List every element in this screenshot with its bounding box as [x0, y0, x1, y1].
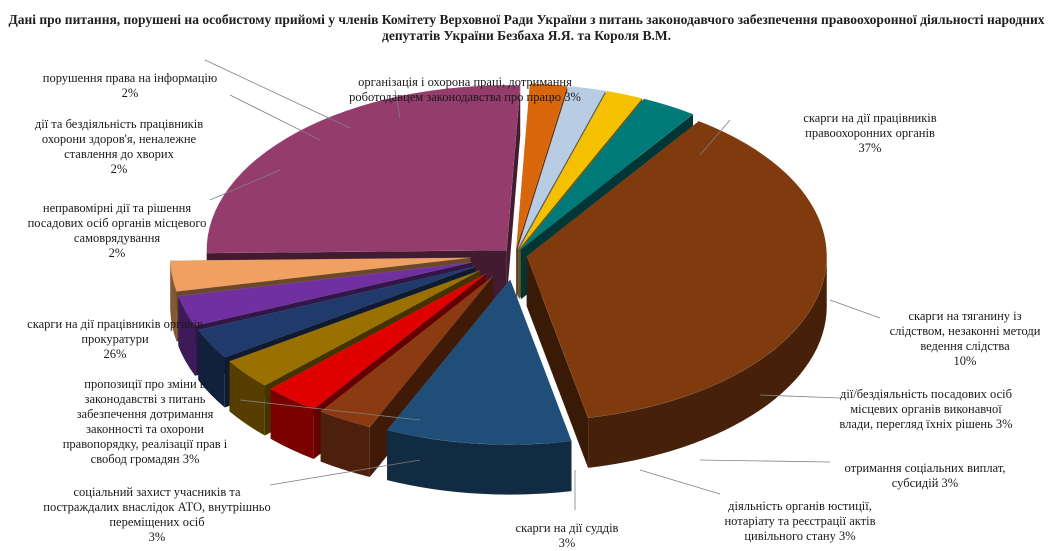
- slice-label-9: неправомірні дії та рішення посадових ос…: [27, 201, 207, 260]
- slice-label-8: скарги на дії працівників органів прокур…: [27, 317, 203, 361]
- slice-label-7: пропозиції про зміни в законодавстві з п…: [62, 377, 228, 466]
- leader-line-4: [639, 469, 721, 495]
- slice-label-6: соціальний захист учасників та постражда…: [43, 485, 271, 544]
- slice-label-4: діяльність органів юстиції, нотаріату та…: [724, 499, 876, 543]
- leader-line-0: [699, 119, 731, 156]
- slice-label-2: дії/бездіяльність посадових осіб місцеви…: [839, 387, 1013, 431]
- leader-line-2: [759, 394, 841, 399]
- slice-label-5: скарги на дії суддів 3%: [515, 521, 619, 550]
- leader-line-9: [204, 59, 351, 129]
- slice-label-10: дії та бездіяльність працівників охорони…: [34, 117, 204, 176]
- pie-slice-0: [526, 120, 827, 468]
- pie-chart: [170, 59, 881, 510]
- leader-line-6: [269, 459, 421, 486]
- slice-label-3: отримання соціальних виплат, субсидій 3%: [844, 461, 1006, 490]
- leader-line-11: [394, 89, 401, 119]
- leader-line-10: [209, 169, 281, 201]
- leader-line-3: [699, 459, 831, 463]
- slice-label-1: скарги на тяганину із слідством, незакон…: [889, 309, 1041, 368]
- leader-line-7: [239, 399, 421, 421]
- slice-label-12: організація і охорона праці, дотримання …: [349, 75, 581, 104]
- pie-slice-1: [386, 279, 572, 495]
- chart-title: Дані про питання, порушені на особистому…: [8, 12, 1045, 43]
- slice-label-0: скарги на дії працівників правоохоронних…: [803, 111, 937, 155]
- leader-line-8: [229, 94, 321, 141]
- slice-label-11: порушення права на інформацію 2%: [42, 71, 218, 100]
- leader-line-1: [829, 299, 881, 319]
